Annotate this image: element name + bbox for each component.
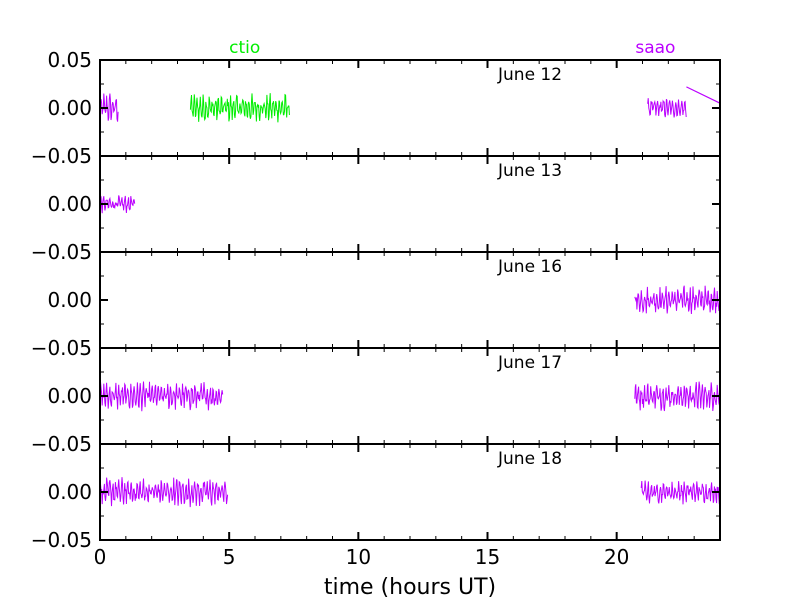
- panel-2: −0.05 0.00 June 13: [31, 155, 721, 264]
- panel-ticks: [100, 59, 720, 157]
- series-saao-segment-2: [634, 381, 720, 412]
- y-tick-label: 0.00: [47, 480, 92, 504]
- y-tick-label: 0.00: [47, 96, 92, 120]
- y-tick-label: −0.05: [31, 528, 92, 552]
- y-tick-label: 0.00: [47, 384, 92, 408]
- panel-data: [634, 285, 720, 315]
- series-saao-segment-1: [634, 285, 720, 315]
- y-tick-label: −0.05: [31, 240, 92, 264]
- panel-data: [100, 381, 720, 412]
- x-axis: 0 5 10 15 20: [94, 545, 630, 569]
- panel-frame: [99, 443, 721, 541]
- x-axis-title: time (hours UT): [324, 575, 496, 600]
- x-tick-label: 15: [475, 545, 500, 569]
- y-tick-label: −0.05: [31, 144, 92, 168]
- series-ctio-segment-2: [189, 93, 290, 123]
- x-tick-label: 0: [94, 545, 107, 569]
- site-label-ctio: ctio: [229, 38, 260, 58]
- panel-data: [100, 477, 720, 508]
- y-tick-label: 0.00: [47, 192, 92, 216]
- site-labels: ctio saao: [229, 38, 675, 58]
- panel-date-label: June 13: [497, 161, 562, 181]
- panel-date-label: June 17: [497, 353, 562, 373]
- y-tick-label: 0.00: [47, 288, 92, 312]
- panel-date-label: June 12: [497, 65, 562, 85]
- series-saao-segment-2: [640, 480, 720, 505]
- y-tick-label: −0.05: [31, 432, 92, 456]
- panel-date-label: June 16: [497, 257, 562, 277]
- panel-1: −0.05 0.00 0.05 June 12: [31, 48, 721, 168]
- series-saao-segment-1: [100, 381, 224, 412]
- panel-4: −0.05 0.00 June 17: [31, 347, 721, 456]
- series-saao-line-1: [686, 86, 720, 104]
- panel-date-label: June 18: [497, 449, 562, 469]
- site-label-saao: saao: [635, 38, 675, 58]
- series-saao-segment-3: [647, 98, 687, 118]
- panel-data: [100, 86, 720, 123]
- panel-ticks: [100, 155, 720, 253]
- panel-5: −0.05 0.00 June 18: [31, 443, 721, 552]
- x-tick-label: 20: [604, 545, 629, 569]
- panel-frame: [99, 59, 721, 157]
- x-tick-label: 5: [223, 545, 236, 569]
- panel-frame: [99, 155, 721, 253]
- x-tick-label: 10: [346, 545, 371, 569]
- panel-3: −0.05 0.00 June 16: [31, 251, 721, 360]
- series-saao-segment-1: [100, 477, 229, 508]
- panel-ticks: [100, 443, 720, 541]
- y-tick-label: 0.05: [47, 48, 92, 72]
- panel-frame: [99, 251, 721, 349]
- panel-ticks: [100, 251, 720, 349]
- y-tick-label: −0.05: [31, 336, 92, 360]
- series-saao-segment-1: [100, 93, 119, 122]
